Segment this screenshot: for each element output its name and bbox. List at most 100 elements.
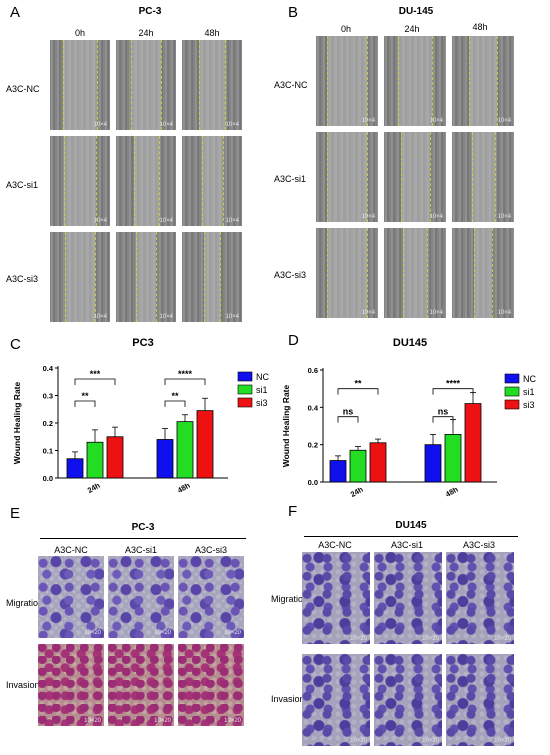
wound-edge-line: [327, 228, 330, 318]
wound-edge-line: [225, 40, 228, 130]
wound-edge-line: [96, 136, 99, 226]
wound-edge-line: [204, 232, 207, 322]
significance-label: ****: [178, 369, 193, 379]
magnification-label: 10×4: [225, 218, 239, 224]
significance-bracket: [164, 378, 206, 385]
wound-gap: [400, 132, 430, 222]
wound-edge-line: [133, 136, 137, 226]
panel-letter-d: D: [288, 332, 299, 349]
bar-NC-24h: [66, 458, 84, 479]
y-tick-label: 0.0: [308, 478, 318, 487]
legend-label-si3: si3: [523, 400, 535, 410]
panel-e-col-si3: A3C-si3: [194, 545, 227, 555]
bar-si3-24h: [106, 436, 124, 479]
panel-f-col-si3: A3C-si3: [462, 540, 495, 550]
magnification-label: 10×4: [93, 314, 107, 320]
magnification-label: 10×4: [429, 214, 443, 220]
wound-edge-line: [471, 132, 475, 222]
significance-bracket: [74, 400, 96, 407]
bar-NC-24h: [329, 460, 347, 483]
wound-edge-line: [327, 36, 330, 126]
wound-edge-line: [494, 132, 498, 222]
bar-si3-48h: [196, 410, 214, 479]
magnification-label: 10×4: [429, 310, 443, 316]
x-tick-label: 48h: [176, 481, 192, 495]
y-tick-label: 0.2: [43, 419, 53, 428]
y-tick-label: 0.4: [308, 403, 319, 412]
chart-title: DU145: [393, 337, 427, 349]
wound-edge-line: [429, 132, 433, 222]
micrograph-b-r1-c2: 10×4: [384, 36, 446, 126]
wound-edge-line: [161, 40, 164, 130]
micrograph-b-r2-c2: 10×4: [384, 132, 446, 222]
magnification-label: 10×20: [224, 718, 241, 724]
magnification-label: 10×20: [422, 636, 439, 642]
legend-label-NC: NC: [523, 374, 536, 384]
micrograph-b-r1-c3: 10×4: [452, 36, 514, 126]
wound-edge-line: [398, 36, 401, 126]
micrograph-f-r2-c3: 10×20: [446, 654, 514, 746]
wound-edge-line: [131, 40, 134, 130]
magnification-label: 10×20: [350, 636, 367, 642]
micrograph-a-r3-c3: 10×4: [182, 232, 242, 322]
bar-NC-48h: [424, 444, 442, 483]
significance-bracket: [74, 378, 116, 385]
wound-edge-line: [400, 132, 404, 222]
wound-gap: [131, 40, 161, 130]
y-tick-label: 0.6: [308, 366, 318, 375]
magnification-label: 10×4: [361, 214, 375, 220]
legend-swatch-si1: [504, 386, 520, 397]
legend-label-si1: si1: [256, 385, 268, 395]
wound-edge-line: [367, 228, 370, 318]
panel-f-row-migration: Migration: [271, 594, 309, 604]
legend-swatch-NC: [237, 371, 253, 382]
x-tick-label: 48h: [444, 485, 460, 499]
panel-letter-a: A: [10, 4, 21, 21]
micrograph-a-r1-c3: 10×4: [182, 40, 242, 130]
panel-e-title: PC-3: [131, 522, 155, 533]
micrograph-a-r3-c1: 10×4: [50, 232, 110, 322]
y-axis-label: Wound Healing Rate: [12, 381, 22, 464]
significance-bracket: [337, 416, 359, 423]
wound-edge-line: [469, 36, 472, 126]
panel-f-col-nc: A3C-NC: [318, 540, 352, 550]
significance-label: ****: [446, 379, 461, 389]
wound-edge-line: [367, 132, 370, 222]
micrograph-f-r2-c2: 10×20: [374, 654, 442, 746]
wound-edge-line: [156, 232, 159, 322]
wound-edge-line: [95, 232, 98, 322]
significance-label: **: [81, 391, 89, 401]
micrograph-e-r1-c1: 10×20: [38, 556, 104, 638]
wound-gap: [136, 232, 156, 322]
wound-edge-line: [220, 232, 223, 322]
wound-edge-line: [403, 228, 406, 318]
panel-e-col-nc: A3C-NC: [54, 545, 88, 555]
panel-a-row-nc: A3C-NC: [6, 84, 40, 94]
chart-d: DU145 Wound Healing Rate 0.0 0.2 0.4 0.6 24h 48…: [281, 337, 536, 499]
panel-letter-e: E: [10, 505, 21, 522]
panel-e-col-si1: A3C-si1: [124, 545, 157, 555]
significance-bracket: [432, 416, 454, 423]
magnification-label: 10×20: [224, 630, 241, 636]
magnification-label: 10×4: [159, 122, 173, 128]
wound-gap: [201, 136, 223, 226]
wound-gap: [327, 132, 367, 222]
significance-label: **: [354, 379, 362, 389]
wound-edge-line: [432, 36, 435, 126]
bar-si1-48h: [176, 421, 194, 479]
y-tick-label: 0.4: [43, 364, 54, 373]
wound-gap: [403, 228, 427, 318]
panel-e-row-invasion: Invasion: [6, 680, 40, 690]
chart-c: PC3 Wound Healing Rate 0.0 0.1 0.2 0.3 0.4 24h 4…: [12, 337, 269, 495]
wound-edge-line: [199, 40, 202, 130]
micrograph-a-r2-c1: 10×4: [50, 136, 110, 226]
wound-edge-line: [474, 228, 477, 318]
wound-edge-line: [327, 132, 330, 222]
wound-gap: [474, 228, 492, 318]
panel-letter-c: C: [10, 336, 21, 353]
magnification-label: 10×4: [159, 218, 173, 224]
panel-letter-b: B: [288, 4, 299, 21]
micrograph-f-r2-c1: 10×20: [302, 654, 370, 746]
chart-title: PC3: [132, 337, 153, 349]
micrograph-a-r1-c1: 10×4: [50, 40, 110, 130]
